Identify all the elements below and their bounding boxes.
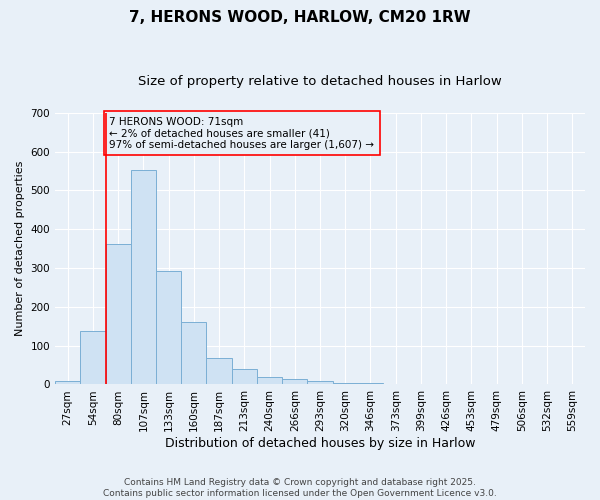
Bar <box>206 358 232 384</box>
Text: 7, HERONS WOOD, HARLOW, CM20 1RW: 7, HERONS WOOD, HARLOW, CM20 1RW <box>129 10 471 25</box>
Bar <box>332 382 358 384</box>
X-axis label: Distribution of detached houses by size in Harlow: Distribution of detached houses by size … <box>165 437 475 450</box>
Bar <box>282 378 307 384</box>
Bar <box>257 376 282 384</box>
Text: 7 HERONS WOOD: 71sqm
← 2% of detached houses are smaller (41)
97% of semi-detach: 7 HERONS WOOD: 71sqm ← 2% of detached ho… <box>109 116 374 150</box>
Bar <box>131 170 156 384</box>
Bar <box>55 380 80 384</box>
Bar <box>307 382 332 384</box>
Y-axis label: Number of detached properties: Number of detached properties <box>15 161 25 336</box>
Bar <box>232 369 257 384</box>
Bar <box>156 271 181 384</box>
Bar <box>181 322 206 384</box>
Text: Contains HM Land Registry data © Crown copyright and database right 2025.
Contai: Contains HM Land Registry data © Crown c… <box>103 478 497 498</box>
Title: Size of property relative to detached houses in Harlow: Size of property relative to detached ho… <box>138 75 502 88</box>
Bar <box>106 244 131 384</box>
Bar <box>80 331 106 384</box>
